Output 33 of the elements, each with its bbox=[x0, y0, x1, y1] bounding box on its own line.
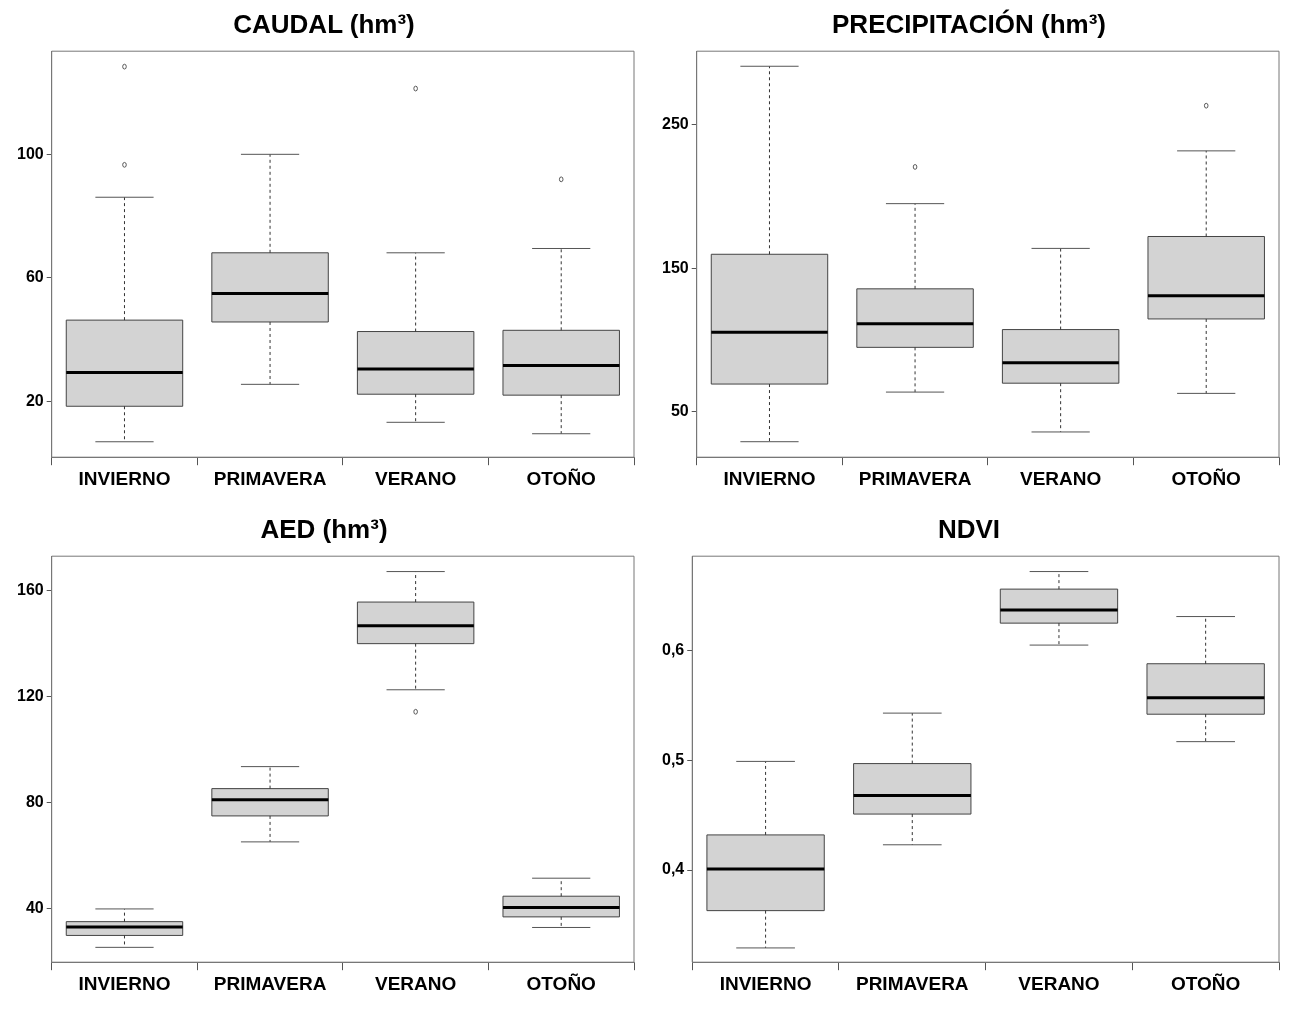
y-tick-label: 120 bbox=[16, 686, 44, 704]
chart-title: CAUDAL (hm³) bbox=[233, 8, 415, 39]
x-tick-label: OTOÑO bbox=[1171, 467, 1241, 489]
y-tick-label: 20 bbox=[25, 391, 44, 409]
x-tick-label: OTOÑO bbox=[526, 972, 596, 994]
y-tick-label: 0,4 bbox=[661, 860, 685, 878]
y-tick-label: 160 bbox=[16, 580, 44, 598]
y-tick-label: 80 bbox=[25, 792, 44, 810]
y-tick-label: 0,6 bbox=[661, 640, 685, 658]
x-tick-label: OTOÑO bbox=[526, 467, 596, 489]
x-tick-label: PRIMAVERA bbox=[855, 972, 969, 994]
y-tick-label: 100 bbox=[16, 144, 44, 162]
y-tick-label: 50 bbox=[670, 402, 689, 419]
x-tick-label: VERANO bbox=[1019, 467, 1102, 489]
y-tick-label: 0,5 bbox=[661, 750, 685, 768]
x-tick-label: PRIMAVERA bbox=[858, 467, 972, 489]
x-tick-label: VERANO bbox=[374, 467, 457, 489]
x-tick-label: VERANO bbox=[1018, 972, 1100, 994]
y-tick-label: 150 bbox=[661, 258, 689, 276]
y-tick-label: 60 bbox=[25, 268, 44, 286]
chart-title: NDVI bbox=[937, 513, 1001, 544]
y-tick-label: 250 bbox=[661, 115, 689, 133]
x-tick-label: VERANO bbox=[374, 972, 457, 994]
x-tick-label: INVIERNO bbox=[719, 972, 812, 994]
x-tick-label: INVIERNO bbox=[78, 972, 171, 994]
x-tick-label: INVIERNO bbox=[723, 467, 816, 489]
x-tick-label: OTOÑO bbox=[1170, 972, 1241, 994]
y-tick-label: 40 bbox=[25, 898, 44, 916]
x-tick-label: PRIMAVERA bbox=[213, 467, 327, 489]
x-tick-label: INVIERNO bbox=[78, 467, 171, 489]
chart-title: AED (hm³) bbox=[260, 513, 388, 544]
chart-title: PRECIPITACIÓN (hm³) bbox=[832, 8, 1106, 39]
x-tick-label: PRIMAVERA bbox=[213, 972, 327, 994]
